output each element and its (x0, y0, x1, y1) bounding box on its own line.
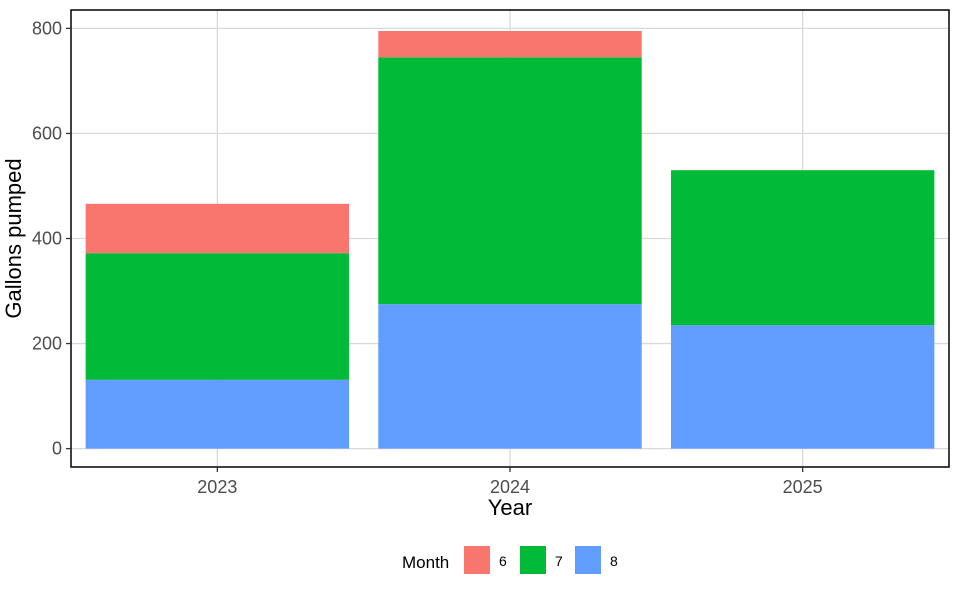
bar-2023-month-8 (85, 379, 350, 449)
bar-2023-month-6 (85, 203, 350, 254)
legend-key-8 (575, 546, 601, 574)
bar-segments (85, 31, 935, 449)
bar-2025-month-8 (670, 325, 935, 449)
x-tick-label: 2023 (197, 477, 237, 497)
y-tick-label: 600 (32, 123, 62, 143)
x-tick-label: 2025 (783, 477, 823, 497)
legend-title: Month (402, 553, 449, 572)
x-axis-title: Year (488, 495, 532, 520)
bar-2025-month-7 (670, 170, 935, 326)
y-tick-label: 800 (32, 18, 62, 38)
bar-2023-month-7 (85, 253, 350, 380)
y-tick-label: 400 (32, 229, 62, 249)
y-axis-ticks: 0 200 400 600 800 (32, 18, 71, 459)
legend-key-7 (520, 546, 546, 574)
bar-2024-month-6 (378, 31, 642, 58)
y-axis-title: Gallons pumped (1, 158, 26, 318)
y-tick-label: 0 (52, 439, 62, 459)
legend-key-6 (464, 546, 490, 574)
bar-2024-month-8 (378, 304, 642, 449)
y-tick-label: 200 (32, 334, 62, 354)
bar-2024-month-7 (378, 57, 642, 305)
x-tick-label: 2024 (490, 477, 530, 497)
legend-label-6: 6 (499, 553, 507, 569)
legend-label-8: 8 (610, 553, 618, 569)
legend: Month 6 7 8 (402, 546, 618, 574)
legend-label-7: 7 (555, 553, 563, 569)
x-axis-ticks: 2023 2024 2025 (197, 467, 823, 497)
